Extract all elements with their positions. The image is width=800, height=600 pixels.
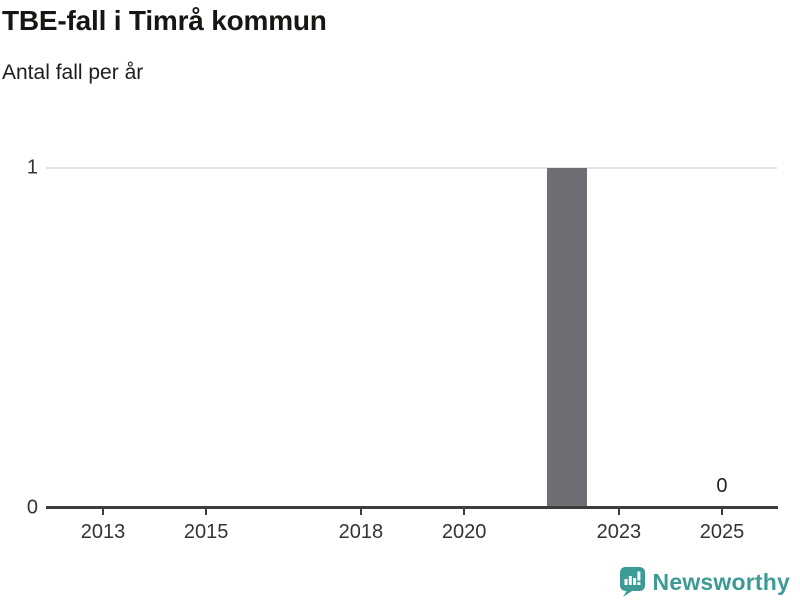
x-axis-tick-label: 2013 bbox=[80, 521, 126, 543]
x-axis-tick-label: 2023 bbox=[596, 521, 642, 543]
x-axis-tick-label: 2020 bbox=[441, 521, 487, 543]
x-axis-tick bbox=[102, 509, 104, 515]
x-axis-tick bbox=[359, 509, 362, 515]
newsworthy-logo-text: Newsworthy bbox=[652, 568, 790, 595]
x-axis-tick bbox=[617, 509, 620, 515]
y-axis-tick-label: 0 bbox=[26, 496, 38, 518]
bar-2022 bbox=[547, 168, 588, 506]
x-axis-tick bbox=[720, 509, 723, 515]
x-axis-tick-label: 2015 bbox=[183, 521, 229, 543]
x-axis-tick-label: 2025 bbox=[699, 521, 745, 543]
x-axis-tick bbox=[463, 509, 466, 515]
chart-subtitle: Antal fall per år bbox=[2, 61, 144, 84]
value-label-2025: 0 bbox=[716, 475, 728, 497]
x-axis-tick-label: 2018 bbox=[338, 521, 384, 543]
newsworthy-logo[interactable]: Newsworthy bbox=[619, 567, 790, 597]
y-axis-tick-label: 1 bbox=[26, 156, 38, 178]
gridline-y-1 bbox=[46, 166, 777, 169]
x-axis-tick bbox=[205, 509, 208, 515]
x-axis-line bbox=[46, 506, 778, 509]
newsworthy-chart-bubble-icon bbox=[619, 567, 645, 597]
chart-title: TBE-fall i Timrå kommun bbox=[2, 5, 327, 36]
